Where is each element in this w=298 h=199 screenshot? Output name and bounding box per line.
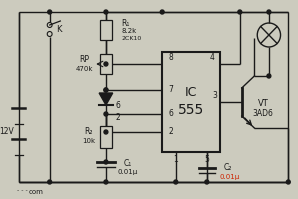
Text: C₂: C₂ [224, 164, 232, 173]
Circle shape [174, 180, 178, 184]
Circle shape [205, 180, 209, 184]
Text: RP: RP [80, 55, 90, 63]
Circle shape [104, 130, 108, 134]
Circle shape [104, 112, 108, 116]
Circle shape [104, 10, 108, 14]
Circle shape [104, 160, 108, 164]
Text: K: K [57, 24, 62, 33]
Bar [100, 54, 112, 74]
Text: 0.01μ: 0.01μ [117, 169, 137, 175]
Bar [100, 20, 112, 40]
Text: C₁: C₁ [123, 160, 131, 169]
Text: 3: 3 [212, 92, 217, 100]
Text: IC: IC [185, 86, 198, 99]
Text: - - -: - - - [17, 187, 28, 192]
Text: 4: 4 [210, 53, 215, 61]
Text: 555: 555 [178, 103, 204, 117]
Circle shape [104, 88, 108, 92]
Text: R₁: R₁ [122, 19, 130, 27]
Circle shape [104, 62, 108, 66]
Text: 8.2k: 8.2k [122, 28, 137, 34]
Text: 5: 5 [204, 154, 209, 164]
Text: 6: 6 [115, 100, 120, 109]
Text: R₂: R₂ [84, 127, 93, 136]
Text: 7: 7 [168, 86, 173, 95]
Text: 2: 2 [168, 128, 173, 137]
Text: 6: 6 [168, 109, 173, 118]
Text: 470k: 470k [76, 66, 93, 72]
Circle shape [160, 10, 164, 14]
Circle shape [104, 88, 108, 92]
Circle shape [267, 10, 271, 14]
Bar [100, 126, 112, 148]
Text: VT: VT [258, 100, 268, 108]
Bar [162, 52, 221, 152]
Circle shape [238, 10, 242, 14]
Text: 10k: 10k [82, 138, 95, 144]
Text: 12V: 12V [0, 127, 14, 136]
Text: 3AD6: 3AD6 [253, 108, 274, 117]
Text: 8: 8 [168, 53, 173, 61]
Circle shape [104, 180, 108, 184]
Circle shape [48, 180, 52, 184]
Circle shape [286, 180, 290, 184]
Circle shape [267, 74, 271, 78]
Circle shape [48, 10, 52, 14]
Text: com: com [29, 189, 44, 195]
Polygon shape [99, 93, 113, 105]
Text: 1: 1 [173, 154, 178, 164]
Text: 0.01μ: 0.01μ [220, 174, 240, 180]
Text: 2: 2 [115, 113, 120, 123]
Text: 2CK10: 2CK10 [122, 36, 142, 42]
